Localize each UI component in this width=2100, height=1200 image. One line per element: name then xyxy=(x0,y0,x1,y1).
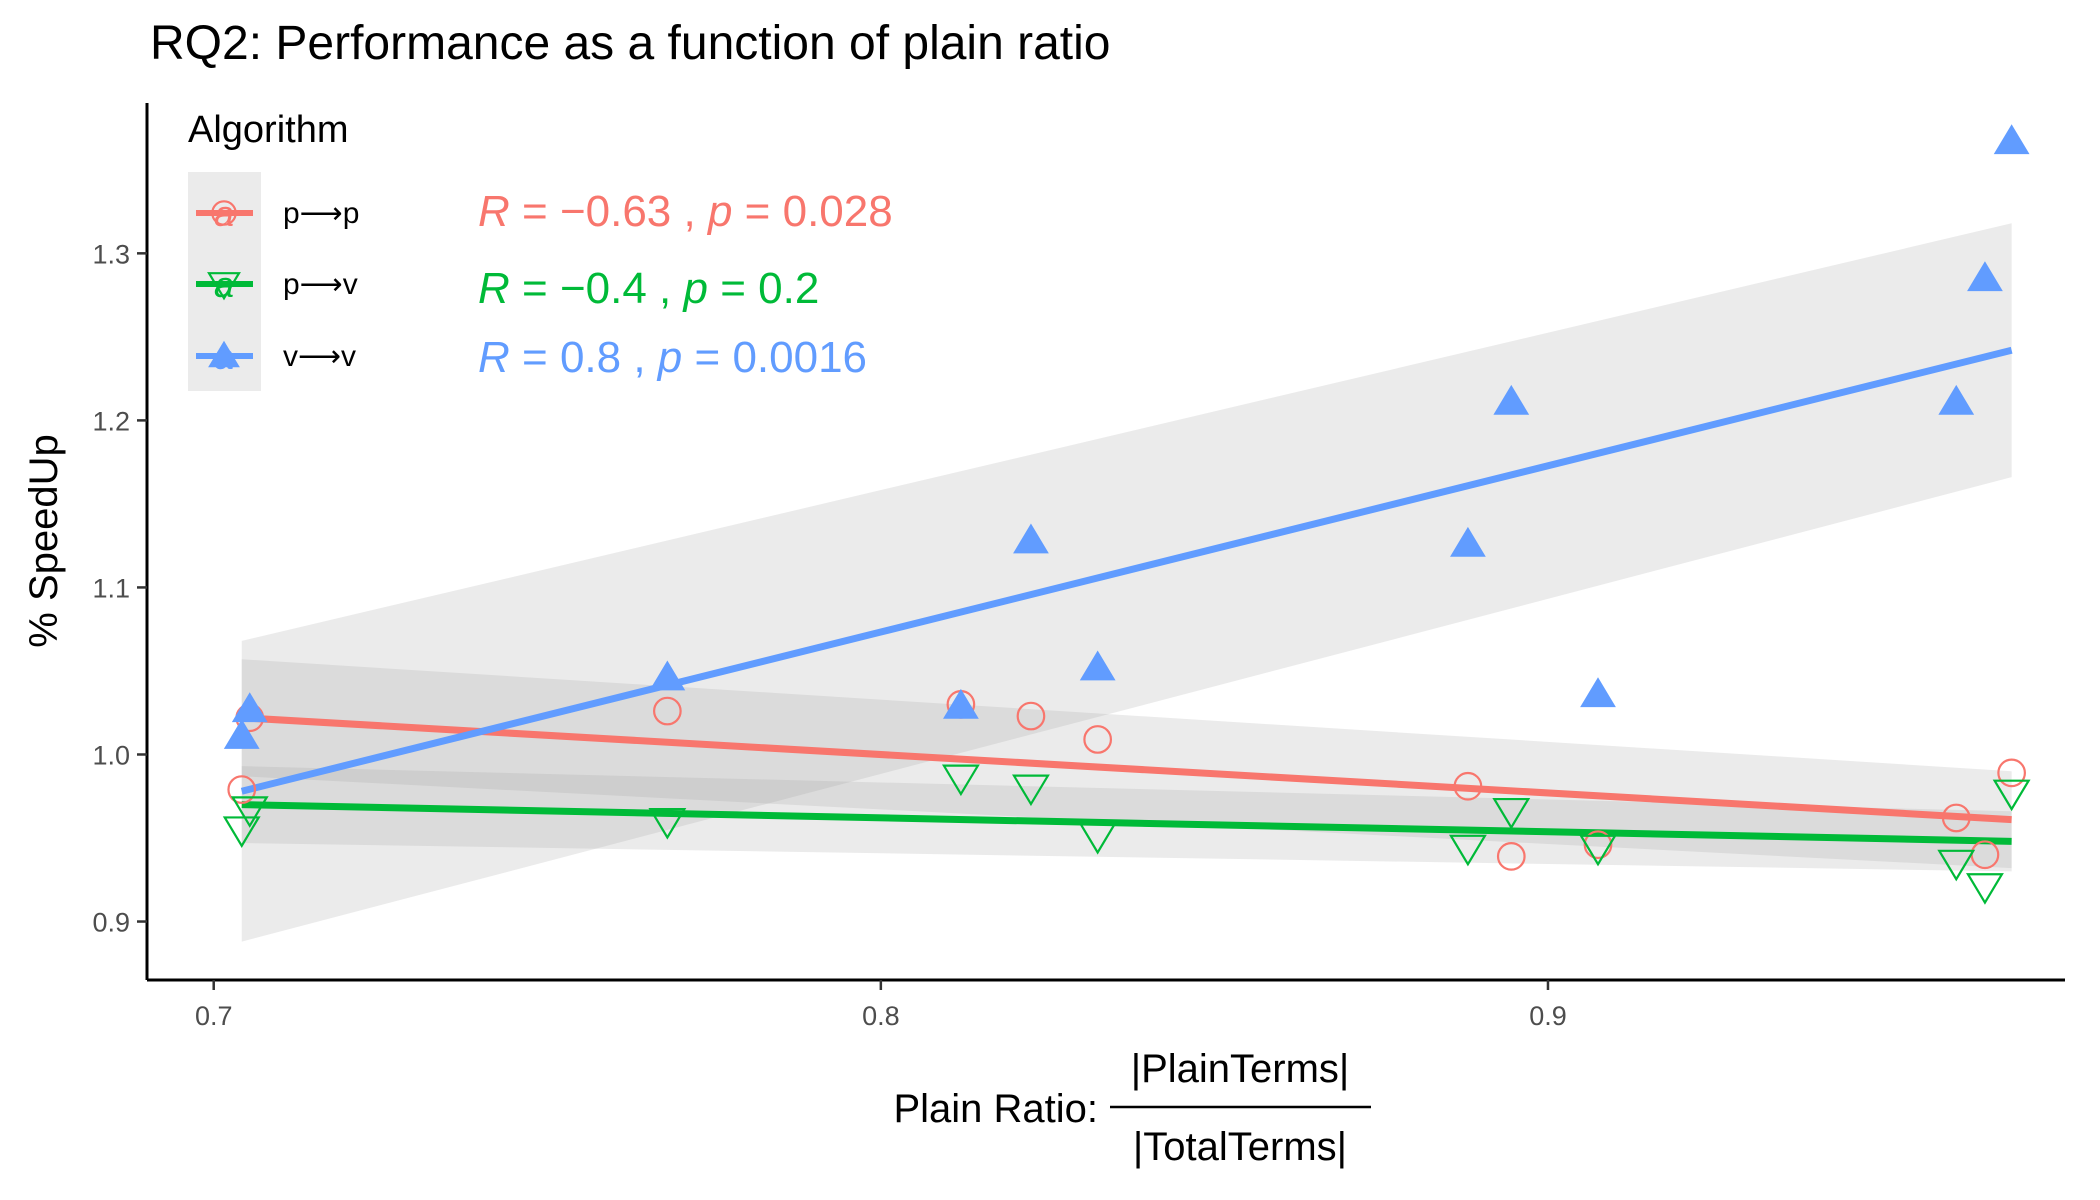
y-ticks: 0.9 1.0 1.1 1.2 1.3 xyxy=(92,239,147,938)
chart-title: RQ2: Performance as a function of plain … xyxy=(150,17,1111,70)
data-point xyxy=(1448,834,1487,867)
x-axis-label-denominator: |TotalTerms| xyxy=(1133,1125,1347,1169)
data-point xyxy=(1967,261,2003,292)
data-point xyxy=(1938,384,1975,415)
y-tick-label: 1.2 xyxy=(92,406,130,436)
data-point xyxy=(1450,526,1486,557)
correlation-label: R = −0.63 , p = 0.028 xyxy=(478,187,893,236)
legend-label: p⟶p xyxy=(283,197,359,230)
data-point xyxy=(1083,725,1113,754)
data-point xyxy=(649,660,686,691)
confidence-band xyxy=(241,766,2012,872)
data-point xyxy=(1993,124,2030,155)
fit-line xyxy=(241,801,2012,845)
data-point xyxy=(1992,779,2031,812)
confidence-band xyxy=(241,223,2012,942)
data-point xyxy=(941,764,980,797)
confidence-band xyxy=(241,659,2012,869)
data-point xyxy=(231,692,268,723)
data-point xyxy=(1012,774,1050,807)
data-point xyxy=(1937,849,1976,882)
data-point xyxy=(1493,384,1530,415)
data-point xyxy=(1492,797,1531,830)
fit-line xyxy=(240,346,2013,795)
x-tick-label: 0.9 xyxy=(1529,1001,1567,1031)
legend-label: p⟶v xyxy=(283,268,358,301)
data-point xyxy=(1016,701,1046,731)
data-point xyxy=(1966,873,2004,905)
correlation-label: R = −0.4 , p = 0.2 xyxy=(478,264,819,313)
data-point xyxy=(230,796,269,828)
legend-title: Algorithm xyxy=(188,109,349,151)
data-point xyxy=(648,807,687,840)
correlation-label: R = 0.8 , p = 0.0016 xyxy=(478,333,867,382)
legend: Algorithm a p⟶p a p⟶v a v⟶v xyxy=(188,109,359,391)
correlation-labels: R = −0.63 , p = 0.028 R = −0.4 , p = 0.2 R… xyxy=(478,187,893,382)
fit-line xyxy=(241,714,2012,824)
data-point xyxy=(1579,834,1617,867)
data-point xyxy=(227,775,257,804)
data-point xyxy=(1013,523,1049,554)
data-point xyxy=(222,816,261,848)
x-axis-label-numerator: |PlainTerms| xyxy=(1131,1047,1350,1091)
x-ticks: 0.7 0.8 0.9 xyxy=(195,980,1567,1031)
data-point xyxy=(943,688,979,719)
legend-key-glyph: a xyxy=(214,264,234,305)
fit-lines xyxy=(240,346,2013,845)
legend-key-glyph: a xyxy=(214,193,234,234)
data-point xyxy=(1453,771,1483,801)
data-point xyxy=(1997,758,2026,788)
data-point xyxy=(1583,830,1613,860)
y-tick-label: 1.3 xyxy=(92,239,130,269)
y-axis-label: % SpeedUp xyxy=(22,434,66,647)
x-tick-label: 0.7 xyxy=(195,1001,233,1031)
legend-key-glyph: a xyxy=(214,336,234,377)
data-point xyxy=(1078,822,1117,855)
data-points xyxy=(222,124,2031,905)
confidence-bands xyxy=(241,223,2012,942)
data-point xyxy=(1580,677,1616,708)
data-point xyxy=(1079,650,1116,681)
y-tick-label: 1.0 xyxy=(92,740,130,770)
y-tick-label: 1.1 xyxy=(92,573,130,603)
data-point xyxy=(653,696,682,726)
legend-label: v⟶v xyxy=(283,340,356,373)
data-point xyxy=(1496,842,1526,871)
data-point xyxy=(1941,803,1971,833)
y-tick-label: 0.9 xyxy=(92,908,130,938)
x-tick-label: 0.8 xyxy=(862,1001,900,1031)
data-point xyxy=(223,718,260,749)
x-axis-label: Plain Ratio: xyxy=(893,1087,1098,1131)
